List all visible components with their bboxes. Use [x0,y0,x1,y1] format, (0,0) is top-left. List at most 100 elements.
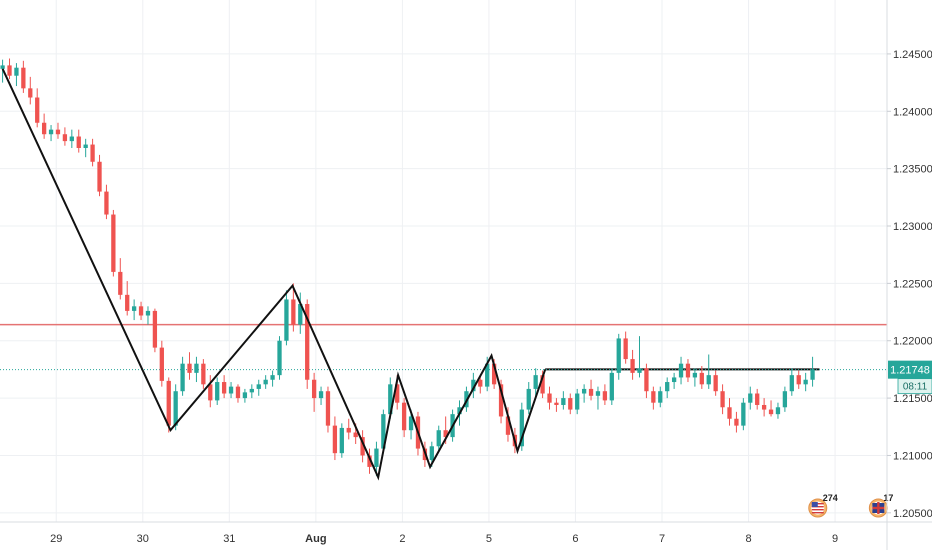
candle [575,388,580,415]
candle [561,391,566,410]
candle-body [741,402,746,426]
candle [713,370,718,396]
candle [311,372,317,412]
candle-body [277,340,282,376]
candle-body [367,455,372,467]
candle-body [318,391,324,399]
candle-body [104,191,109,215]
candle [14,63,19,87]
candle-body [443,430,448,438]
candle-body [55,129,61,135]
candle [346,418,351,440]
candle [332,416,338,461]
candle-body [14,67,19,76]
time-tick-label: 8 [745,533,751,545]
candle-body [7,65,12,76]
candle-body [734,418,739,426]
candle-body [388,384,393,415]
candle-body [588,388,594,396]
candle [692,368,698,387]
candle-body [194,363,199,373]
candle [533,368,538,399]
candle [228,382,234,399]
candle [775,402,781,419]
price-tick-label: 1.23000 [893,221,932,233]
time-axis[interactable]: 29 30 31 Aug 2 5 6 7 8 9 [50,533,838,545]
time-tick-label: 9 [832,533,838,545]
candle [803,372,808,392]
candle [581,384,587,403]
candle-body [775,407,781,415]
candle-body [519,409,524,447]
candle [616,333,621,380]
candle-body [270,375,275,380]
countdown-label: 08:11 [903,382,928,393]
candle [810,356,815,387]
candle-body [395,384,400,403]
candle-body [152,310,158,348]
time-tick-label: 31 [223,533,235,545]
last-price-label: 1.21748 [890,365,930,377]
candle-body [706,375,711,385]
candle [284,290,289,346]
event-markers: 274 17 [808,493,893,518]
candle [131,299,137,321]
candle [145,306,151,325]
candle-body [568,398,573,410]
candle [339,423,344,458]
candle-body [346,427,351,433]
candle [305,299,310,389]
candle [138,301,144,321]
candle [741,398,746,431]
candle [706,354,711,389]
candle [194,356,199,383]
candle [519,402,524,451]
candle [242,388,248,403]
candle-body [727,407,732,419]
candle [28,76,33,105]
candle-body [789,375,794,392]
candle [263,375,268,389]
price-axis[interactable]: 1.24500 1.24000 1.23500 1.23000 1.22500 1.220… [887,49,932,520]
candle [48,125,54,142]
zigzag-line[interactable] [1,68,547,481]
candle-body [35,97,40,123]
candle-body [173,391,178,426]
candle-body [761,404,767,410]
candle [55,122,61,139]
candle-body [21,67,26,89]
candle-body [671,377,677,383]
candle-body [111,214,116,272]
candle-body [561,398,566,405]
candle-body [609,372,614,401]
candle-body [540,375,545,394]
candle-body [69,136,74,142]
event-marker-us[interactable]: 274 [808,493,838,518]
candle-body [118,271,123,295]
candle [401,398,407,438]
event-marker-uk[interactable]: 17 [868,493,893,518]
candle-body [651,391,656,403]
grid [0,0,887,522]
candle-body [311,379,317,399]
candle-body [658,391,663,403]
candle [21,60,26,93]
candle-body [208,384,213,401]
price-tick-label: 1.24500 [893,49,932,61]
candle-body [637,368,642,373]
candle-body [485,363,490,387]
candle [789,368,794,396]
candle [761,398,767,417]
candle-body [623,338,628,360]
time-tick-label: Aug [305,533,326,545]
candle [630,349,635,380]
candle [436,425,441,451]
price-tick-label: 1.20500 [893,508,932,520]
candle-body [498,384,504,417]
flag-stripe [811,509,824,511]
price-tick-label: 1.22500 [893,278,932,290]
price-tick-label: 1.23500 [893,164,932,176]
candle [644,363,649,399]
